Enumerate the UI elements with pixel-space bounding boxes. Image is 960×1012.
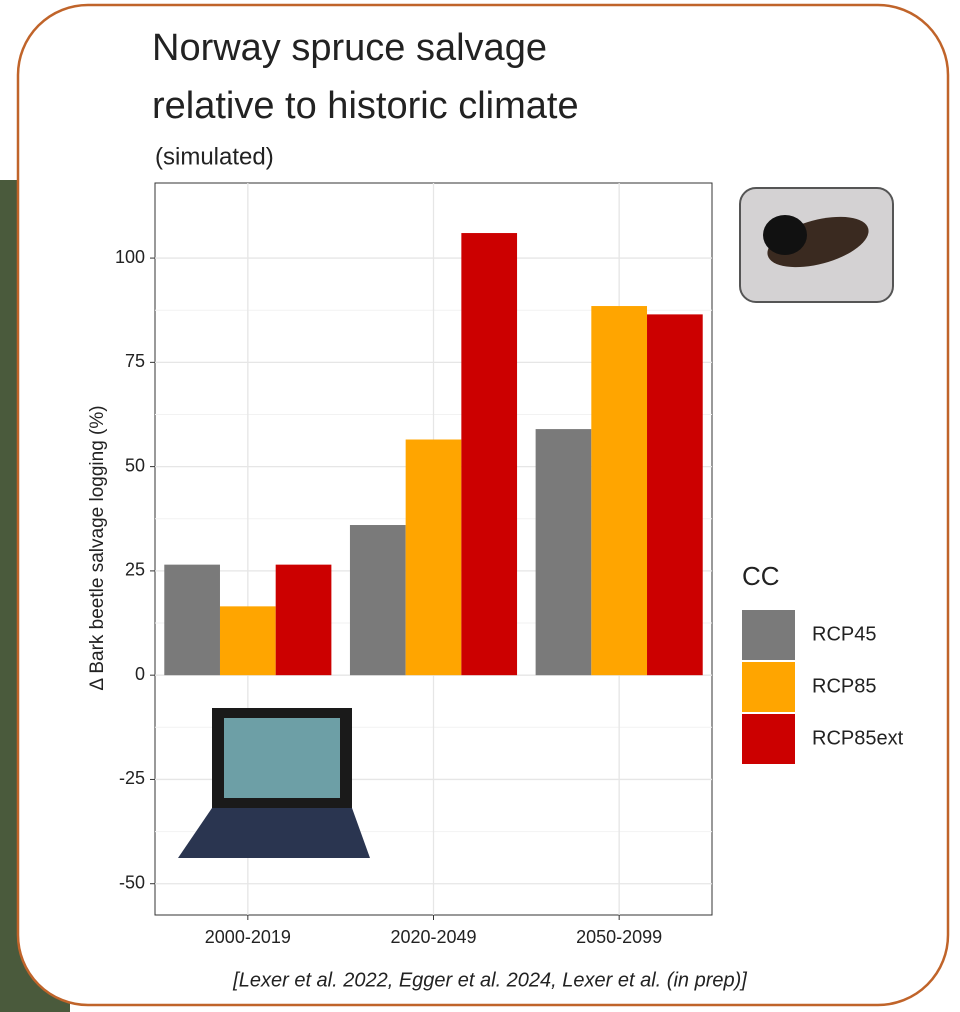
legend-title: CC [742,561,780,591]
x-tick-label: 2050-2099 [576,927,662,947]
legend-label: RCP85ext [812,727,904,749]
x-tick-label: 2000-2019 [205,927,291,947]
title-line: relative to historic climate [152,85,579,127]
y-tick-label: 0 [135,664,145,684]
legend-swatch [742,610,795,660]
y-tick-label: 75 [125,351,145,371]
x-tick-label: 2020-2049 [390,927,476,947]
legend-swatch [742,714,795,764]
bar [220,606,276,675]
footnote: [Lexer et al. 2022, Egger et al. 2024, L… [232,969,747,991]
legend-swatch [742,662,795,712]
bar [276,565,332,676]
bar [164,565,220,676]
bar [647,314,703,675]
bar [536,429,592,675]
slide: Norway spruce salvage relative to histor… [0,0,960,1012]
subtitle: (simulated) [155,143,274,170]
bar [406,440,462,676]
legend-label: RCP85 [812,675,876,697]
y-tick-label: 50 [125,455,145,475]
y-axis-label: Δ Bark beetle salvage logging (%) [87,405,108,690]
y-tick-label: 100 [115,247,145,267]
y-tick-label: -25 [119,768,145,788]
beetle-photo [740,188,893,302]
y-tick-label: 25 [125,560,145,580]
bar [591,306,647,675]
bar [350,525,406,675]
title-line: Norway spruce salvage [152,27,547,69]
bar [461,233,517,675]
legend-label: RCP45 [812,623,876,645]
y-tick-label: -50 [119,872,145,892]
